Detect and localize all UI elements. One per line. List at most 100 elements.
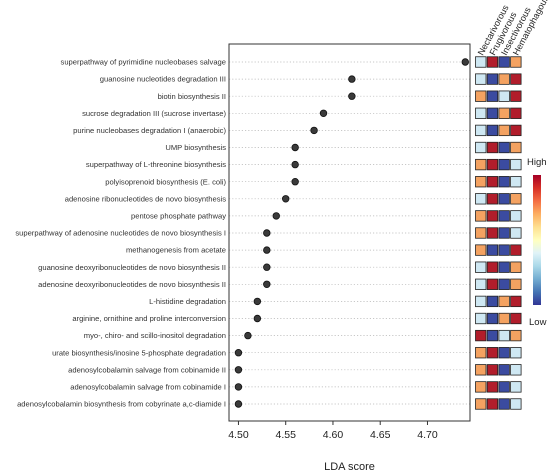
heatmap-cell bbox=[510, 278, 522, 290]
pathway-label: urate biosynthesis/inosine 5-phosphate d… bbox=[52, 348, 226, 357]
heatmap-cell bbox=[486, 90, 499, 102]
lda-point bbox=[234, 366, 243, 374]
group-heatmap bbox=[475, 56, 522, 410]
heatmap-cell bbox=[486, 124, 499, 137]
lda-point bbox=[244, 331, 252, 340]
heatmap-cell bbox=[510, 107, 522, 119]
x-axis-label: LDA score bbox=[324, 461, 375, 473]
heatmap-cell bbox=[486, 56, 499, 68]
heatmap-cell bbox=[475, 261, 487, 273]
heatmap-cell bbox=[498, 193, 510, 205]
pathway-label: adenosine ribonucleotides de novo biosyn… bbox=[65, 194, 226, 203]
x-tick-label: 4.65 bbox=[370, 429, 391, 441]
lda-point bbox=[272, 212, 280, 220]
heatmap-cell bbox=[475, 90, 487, 102]
heatmap-cell bbox=[498, 227, 510, 239]
pathway-label: arginine, ornithine and proline intercon… bbox=[72, 314, 226, 323]
lda-point bbox=[319, 109, 328, 117]
lda-point bbox=[253, 297, 262, 306]
heatmap-cell bbox=[498, 364, 510, 376]
pathway-label: superpathway of pyrimidine nucleobases s… bbox=[61, 58, 226, 67]
heatmap-cell bbox=[510, 73, 522, 85]
data-points bbox=[234, 58, 469, 408]
pathway-label: adenosylcobalamin salvage from cobinamid… bbox=[70, 383, 226, 392]
heatmap-cell bbox=[486, 141, 499, 154]
legend-low-label: Low bbox=[529, 317, 547, 328]
pathway-label: superpathway of adenosine nucleotides de… bbox=[15, 229, 226, 238]
heatmap-cell bbox=[475, 347, 487, 359]
heatmap-cell bbox=[475, 227, 487, 239]
heatmap-cell bbox=[498, 90, 510, 102]
pathway-label: biotin biosynthesis II bbox=[158, 92, 226, 101]
heatmap-cell bbox=[475, 312, 487, 325]
heatmap-cell bbox=[475, 124, 487, 137]
heatmap-cell bbox=[486, 295, 499, 308]
lda-point bbox=[310, 126, 318, 135]
heatmap-cell bbox=[510, 124, 522, 137]
lda-point bbox=[291, 177, 299, 186]
heatmap-cell bbox=[510, 329, 522, 342]
heatmap-cell bbox=[475, 210, 487, 222]
heatmap-cell bbox=[486, 176, 499, 188]
lda-point bbox=[263, 229, 271, 237]
pathway-label: adenosylcobalamin biosynthesis from coby… bbox=[17, 400, 226, 409]
heatmap-cell bbox=[510, 364, 522, 376]
pathway-label: pentose phosphate pathway bbox=[131, 212, 226, 221]
heatmap-cell bbox=[510, 193, 522, 205]
lda-point bbox=[348, 75, 356, 83]
heatmap-cell bbox=[498, 381, 510, 393]
pathway-label: UMP biosynthesis bbox=[165, 143, 226, 152]
pathway-label: guanosine deoxyribonucleotides de novo b… bbox=[38, 263, 226, 272]
pathway-label: superpathway of L-threonine biosynthesis bbox=[86, 160, 226, 169]
lda-point bbox=[348, 92, 356, 100]
heatmap-cell bbox=[498, 398, 510, 410]
heatmap-cell bbox=[475, 73, 487, 85]
legend-gradient-bar bbox=[533, 175, 541, 305]
heatmap-cell bbox=[475, 56, 487, 68]
heatmap-cell bbox=[486, 227, 499, 239]
heatmap-cell bbox=[486, 210, 499, 222]
heatmap-cell bbox=[475, 398, 487, 410]
lda-point bbox=[263, 246, 271, 254]
heatmap-cell bbox=[475, 107, 487, 119]
heatmap-column-headers: NectarivorousFrugivorousInsectivorousHem… bbox=[476, 0, 550, 57]
heatmap-cell bbox=[475, 158, 487, 171]
legend-high-label: High bbox=[527, 157, 547, 168]
pathway-label: polyisoprenoid biosynthesis (E. coli) bbox=[105, 177, 226, 186]
lda-point bbox=[234, 349, 243, 357]
plot-frame bbox=[228, 43, 471, 422]
heatmap-cell bbox=[498, 329, 510, 342]
lda-point bbox=[234, 383, 243, 391]
heatmap-cell bbox=[475, 364, 487, 376]
heatmap-cell bbox=[510, 56, 522, 68]
x-tick-label: 4.50 bbox=[228, 429, 249, 441]
heatmap-cell bbox=[475, 295, 487, 308]
lda-point bbox=[291, 160, 299, 169]
pathway-label: guanosine nucleotides degradation III bbox=[100, 75, 226, 84]
pathway-label: purine nucleobases degradation I (anaero… bbox=[73, 126, 226, 135]
heatmap-cell bbox=[510, 210, 522, 222]
heatmap-cell bbox=[498, 73, 510, 85]
heatmap-cell bbox=[498, 141, 510, 154]
heatmap-cell bbox=[486, 398, 499, 410]
heatmap-cell bbox=[486, 244, 499, 256]
heatmap-cell bbox=[486, 329, 499, 342]
heatmap-cell bbox=[486, 73, 499, 85]
pathway-label: adenosylcobalamin salvage from cobinamid… bbox=[68, 365, 226, 374]
pathway-labels: superpathway of pyrimidine nucleobases s… bbox=[15, 58, 226, 409]
heatmap-cell bbox=[498, 107, 510, 119]
heatmap-cell bbox=[510, 158, 522, 171]
x-tick-label: 4.70 bbox=[417, 429, 438, 441]
heatmap-cell bbox=[510, 90, 522, 102]
lda-point bbox=[253, 314, 262, 323]
heatmap-cell bbox=[486, 193, 499, 205]
pathway-label: methanogenesis from acetate bbox=[126, 246, 226, 255]
heatmap-cell bbox=[498, 261, 510, 273]
heatmap-cell bbox=[475, 141, 487, 154]
heatmap-cell bbox=[475, 278, 487, 290]
heatmap-cell bbox=[510, 244, 522, 256]
lda-point bbox=[461, 58, 469, 66]
heatmap-cell bbox=[498, 158, 510, 171]
heatmap-cell bbox=[510, 261, 522, 273]
